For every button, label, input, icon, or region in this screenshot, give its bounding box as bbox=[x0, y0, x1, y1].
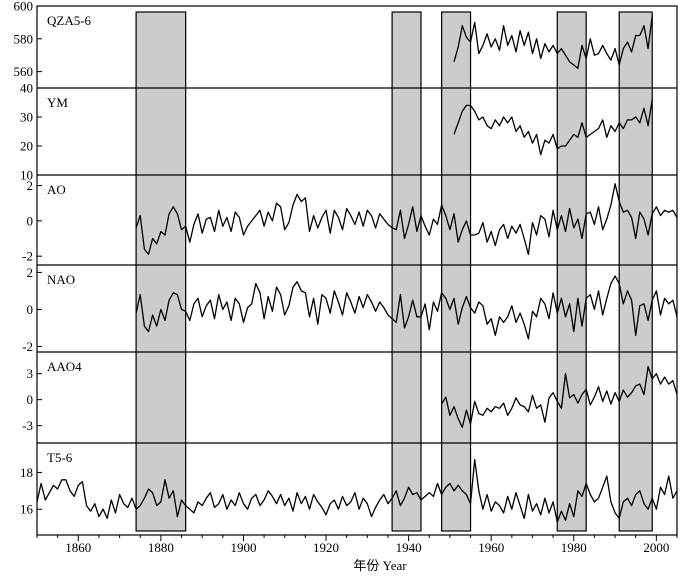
shaded-period-2 bbox=[391, 11, 422, 532]
series-line-nao bbox=[135, 275, 678, 340]
x-tick-label: 1920 bbox=[313, 540, 339, 555]
shaded-period-5 bbox=[618, 11, 653, 532]
y-tick-label: 20 bbox=[20, 139, 33, 154]
y-tick-label: 2 bbox=[27, 178, 34, 193]
panel-label: T5-6 bbox=[47, 450, 73, 465]
y-tick-label: 580 bbox=[14, 31, 34, 46]
x-tick-label: 1960 bbox=[478, 540, 504, 555]
x-tick-label: 1900 bbox=[230, 540, 256, 555]
plot-frame bbox=[36, 5, 678, 536]
x-axis: 1860 1880 1900 1920 1940 1960 1980 2000 bbox=[36, 535, 678, 555]
panel-label: QZA5-6 bbox=[47, 13, 92, 28]
y-tick-label: 40 bbox=[20, 81, 33, 96]
y-tick-label: -2 bbox=[22, 249, 33, 264]
panel-label: AO bbox=[47, 182, 66, 197]
panel-label: YM bbox=[47, 95, 68, 110]
shaded-period-1 bbox=[135, 11, 187, 532]
y-tick-label: -2 bbox=[22, 339, 33, 354]
series-line-ao bbox=[135, 183, 678, 256]
y-tick-label: -3 bbox=[22, 418, 33, 433]
y-tick-label: 3 bbox=[27, 366, 34, 381]
y-tick-label: 2 bbox=[27, 265, 34, 280]
panel-label: NAO bbox=[47, 272, 75, 287]
y-tick-label: 600 bbox=[14, 0, 34, 14]
panel-ao: -2 0 2 AO bbox=[22, 178, 678, 264]
y-tick-label: 0 bbox=[27, 302, 34, 317]
series-line-ym bbox=[453, 99, 653, 156]
panel-aao4: -3 0 3 AAO4 bbox=[22, 359, 678, 433]
x-tick-label: 2000 bbox=[643, 540, 669, 555]
y-tick-label: 30 bbox=[20, 110, 33, 125]
series-line-qza5-6 bbox=[453, 15, 653, 69]
y-tick-label: 560 bbox=[14, 64, 34, 79]
x-axis-label: 年份 Year bbox=[353, 558, 407, 573]
x-tick-label: 1860 bbox=[65, 540, 91, 555]
x-tick-label: 1940 bbox=[396, 540, 422, 555]
panel-nao: -2 0 2 NAO bbox=[22, 265, 678, 354]
plot-border bbox=[36, 5, 678, 536]
x-tick-label: 1880 bbox=[148, 540, 174, 555]
series-line-t5-6 bbox=[36, 458, 678, 523]
y-tick-label: 18 bbox=[20, 465, 33, 480]
shaded-periods bbox=[135, 11, 653, 532]
y-tick-label: 16 bbox=[20, 502, 34, 517]
y-tick-label: 0 bbox=[27, 392, 34, 407]
panel-t5-6: 16 18 T5-6 bbox=[20, 450, 678, 523]
y-tick-label: 10 bbox=[20, 168, 33, 183]
y-tick-label: 0 bbox=[27, 213, 34, 228]
shaded-period-3 bbox=[441, 11, 472, 532]
x-tick-label: 1980 bbox=[561, 540, 587, 555]
panel-qza5-6: 560 580 600 QZA5-6 bbox=[14, 0, 653, 79]
panel-label: AAO4 bbox=[47, 359, 82, 374]
shaded-period-4 bbox=[556, 11, 587, 532]
series-line-aao4 bbox=[441, 366, 678, 429]
